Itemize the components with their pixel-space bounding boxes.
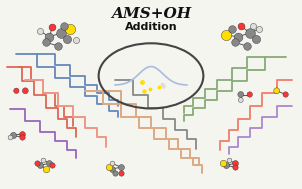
- Point: [50, 26, 55, 29]
- Point: [235, 35, 240, 38]
- Point: [113, 171, 117, 174]
- Point: [232, 166, 237, 169]
- Point: [119, 171, 124, 174]
- Point: [8, 136, 13, 139]
- Text: Addition: Addition: [125, 22, 177, 33]
- Point: [140, 81, 145, 84]
- Point: [142, 89, 147, 92]
- Text: AMS+OH: AMS+OH: [111, 7, 191, 21]
- Point: [256, 28, 261, 31]
- Point: [119, 166, 124, 169]
- Point: [47, 162, 52, 165]
- Point: [38, 164, 43, 167]
- Point: [244, 45, 249, 48]
- Point: [56, 45, 61, 48]
- Point: [274, 89, 279, 92]
- Point: [238, 99, 243, 102]
- Point: [232, 162, 237, 165]
- Point: [160, 85, 165, 88]
- Point: [159, 82, 164, 85]
- Point: [11, 134, 16, 137]
- Point: [226, 158, 231, 161]
- Point: [47, 35, 52, 38]
- Point: [20, 136, 25, 139]
- Point: [220, 162, 225, 165]
- Point: [223, 33, 228, 36]
- Point: [147, 87, 152, 90]
- Point: [238, 24, 243, 27]
- Point: [23, 89, 28, 92]
- Point: [247, 32, 252, 35]
- Point: [68, 28, 72, 31]
- Point: [253, 37, 258, 40]
- Point: [107, 166, 111, 169]
- Point: [250, 24, 255, 27]
- Point: [110, 162, 114, 165]
- Point: [230, 28, 234, 31]
- Point: [65, 37, 70, 40]
- Point: [62, 24, 67, 27]
- Point: [156, 85, 161, 88]
- Point: [14, 89, 19, 92]
- Point: [74, 39, 79, 42]
- Point: [44, 41, 49, 44]
- Point: [232, 41, 237, 44]
- Point: [38, 30, 43, 33]
- Point: [110, 167, 114, 170]
- Point: [238, 93, 243, 96]
- Point: [283, 93, 288, 96]
- Point: [223, 164, 228, 167]
- Point: [247, 93, 252, 96]
- Point: [41, 158, 46, 161]
- Point: [44, 167, 49, 170]
- Point: [20, 132, 25, 135]
- Point: [50, 164, 55, 167]
- Point: [59, 32, 64, 35]
- Point: [35, 162, 40, 165]
